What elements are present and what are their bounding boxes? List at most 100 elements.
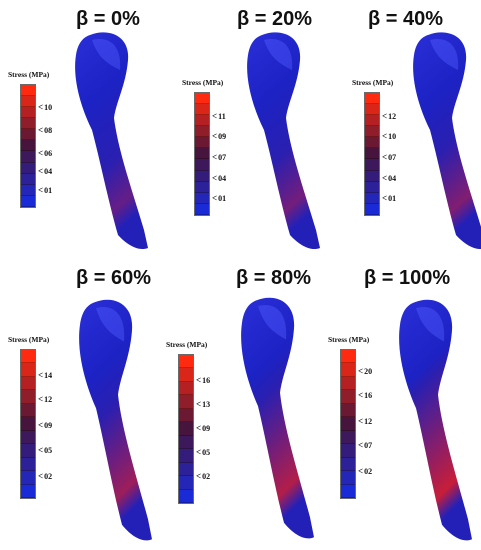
colorbar-segment <box>21 430 35 445</box>
tick-label: <16 <box>358 390 373 400</box>
colorbar-segment <box>341 417 355 431</box>
bone-model <box>413 32 481 249</box>
tick-arrow-icon: < <box>38 420 44 430</box>
colorbar-segment <box>21 129 35 141</box>
colorbar-segment <box>179 355 193 369</box>
colorbar <box>364 92 380 216</box>
tick-arrow-icon: < <box>358 466 364 476</box>
colorbar-segment <box>341 444 355 458</box>
tick-arrow-icon: < <box>382 152 388 162</box>
tick-label: <01 <box>382 193 397 203</box>
beta-title: β = 100% <box>364 267 451 289</box>
beta-title: β = 20% <box>237 8 313 30</box>
colorbar-segment <box>21 390 35 404</box>
tick-label: <12 <box>38 394 53 404</box>
tick-label: <04 <box>212 173 227 183</box>
tick-label: <05 <box>38 445 53 455</box>
bone-surface <box>413 32 481 249</box>
tick-label: <16 <box>196 375 211 385</box>
tick-label: <02 <box>38 471 53 481</box>
bone-surface <box>247 32 320 250</box>
panel-beta-40: β = 40% Stress (MPa) <12 <10 <07 <04 <01 <box>320 0 481 275</box>
bone-highlight <box>92 39 121 70</box>
tick-arrow-icon: < <box>196 471 202 481</box>
colorbar-segment <box>21 350 35 364</box>
tick-arrow-icon: < <box>196 447 202 457</box>
panel-beta-20: β = 20% Stress (MPa) <11 <09 <07 <04 <01 <box>160 0 320 275</box>
bone-model <box>241 297 314 539</box>
bone-surface <box>75 32 148 250</box>
tick-arrow-icon: < <box>38 125 44 135</box>
colorbar-segment <box>195 104 209 116</box>
tick-label: <12 <box>358 416 373 426</box>
bone-highlight <box>430 39 459 70</box>
colorbar-segment <box>21 107 35 119</box>
tick-label: <08 <box>38 125 53 135</box>
tick-arrow-icon: < <box>38 185 44 195</box>
tick-arrow-icon: < <box>38 445 44 455</box>
tick-arrow-icon: < <box>196 375 202 385</box>
tick-arrow-icon: < <box>212 111 218 121</box>
panel-beta-80: β = 80% Stress (MPa) <16 <13 <09 <05 <02 <box>160 267 320 550</box>
colorbar <box>178 354 194 504</box>
colorbar-segment <box>365 148 379 160</box>
bone-model <box>399 299 472 541</box>
bone-surface <box>399 299 472 541</box>
colorbar-segment <box>179 395 193 409</box>
tick-label: <09 <box>196 423 211 433</box>
tick-label: <01 <box>212 193 227 203</box>
colorbar-segment <box>365 203 379 215</box>
colorbar-segment <box>195 159 209 171</box>
legend-title: Stress (MPa) <box>166 340 208 349</box>
tick-arrow-icon: < <box>358 440 364 450</box>
tick-arrow-icon: < <box>358 366 364 376</box>
colorbar-segment <box>341 350 355 364</box>
tick-label: <04 <box>38 166 53 176</box>
tick-arrow-icon: < <box>212 193 218 203</box>
bone-surface <box>241 297 314 539</box>
colorbar-segment <box>179 422 193 436</box>
colorbar-segment <box>21 85 35 97</box>
tick-label: <05 <box>196 447 211 457</box>
colorbar-segment <box>365 126 379 138</box>
tick-arrow-icon: < <box>38 394 44 404</box>
colorbar-segment <box>365 137 379 149</box>
colorbar-segment <box>365 115 379 127</box>
colorbar-segment <box>179 368 193 382</box>
colorbar-segment <box>21 173 35 185</box>
colorbar-segment <box>195 181 209 193</box>
colorbar <box>340 349 356 499</box>
tick-label: <02 <box>196 471 211 481</box>
bone-highlight <box>258 305 287 340</box>
colorbar-segment <box>195 170 209 182</box>
colorbar <box>20 84 36 208</box>
colorbar-segment <box>195 203 209 215</box>
tick-arrow-icon: < <box>212 173 218 183</box>
colorbar-segment <box>179 381 193 396</box>
colorbar-segment <box>21 457 35 472</box>
legend-title: Stress (MPa) <box>182 78 224 87</box>
colorbar-segment <box>21 403 35 418</box>
bone-highlight <box>416 307 445 342</box>
tick-label: <20 <box>358 366 373 376</box>
tick-arrow-icon: < <box>382 131 388 141</box>
tick-label: <09 <box>212 131 227 141</box>
colorbar-segment <box>21 151 35 163</box>
tick-arrow-icon: < <box>38 471 44 481</box>
colorbar-segment <box>365 159 379 171</box>
tick-arrow-icon: < <box>38 166 44 176</box>
colorbar-segment <box>195 192 209 204</box>
tick-label: <10 <box>38 102 53 112</box>
colorbar <box>194 92 210 216</box>
legend-title: Stress (MPa) <box>328 335 370 344</box>
colorbar-segment <box>21 376 35 391</box>
colorbar-segment <box>341 376 355 391</box>
bone-model <box>79 299 152 541</box>
tick-label: <10 <box>382 131 397 141</box>
colorbar-segment <box>179 462 193 477</box>
colorbar-segment <box>195 137 209 149</box>
colorbar-segment <box>365 104 379 116</box>
bone-highlight <box>96 307 125 342</box>
tick-arrow-icon: < <box>358 390 364 400</box>
tick-label: <07 <box>358 440 373 450</box>
